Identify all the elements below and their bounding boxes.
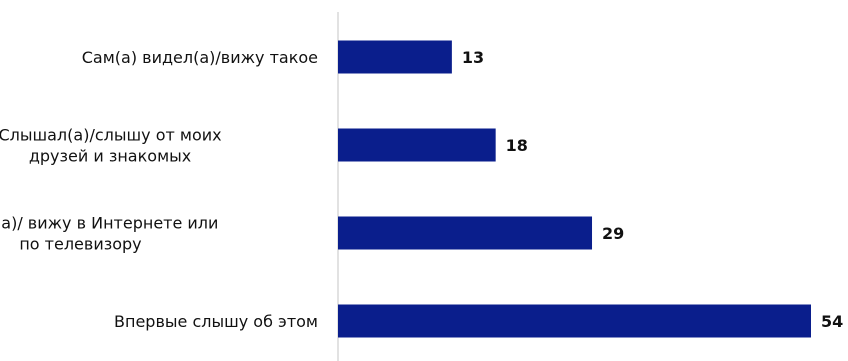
bar-1 <box>338 40 452 74</box>
category-label-2-line-2: друзей и знакомых <box>29 147 191 166</box>
data-label-4: 54 <box>821 312 843 331</box>
category-label-2: Слышал(а)/слышу от моих друзей и знакомых <box>0 126 222 166</box>
category-label-4: Впервые слышу об этом <box>114 312 318 331</box>
data-label-1: 13 <box>462 48 484 67</box>
bar-2 <box>338 128 496 162</box>
category-label-2-line-1: Слышал(а)/слышу от моих <box>0 126 222 145</box>
category-label-4-line-1: Впервые слышу об этом <box>114 312 318 331</box>
bar-4 <box>338 304 811 338</box>
category-label-1-line-1: Сам(а) видел(а)/вижу такое <box>82 48 318 67</box>
bar-3 <box>338 216 593 250</box>
category-label-1: Сам(а) видел(а)/вижу такое <box>82 48 318 67</box>
data-label-3: 29 <box>602 224 624 243</box>
data-label-2: 18 <box>506 136 528 155</box>
category-label-3-line-2: по телевизору <box>19 235 141 254</box>
category-label-3-line-1: Видел(а)/ вижу в Интернете или <box>0 214 218 233</box>
category-label-3: Видел(а)/ вижу в Интернете или по телевиз… <box>0 214 218 254</box>
